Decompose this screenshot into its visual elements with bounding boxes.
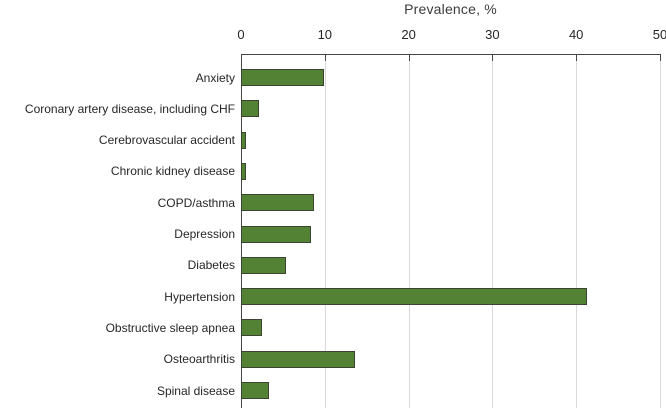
x-axis-tick-label: 10 — [317, 27, 333, 42]
x-axis-tick — [660, 55, 661, 61]
category-label: Osteoarthritis — [163, 352, 235, 367]
x-axis-tick-label: 40 — [568, 27, 584, 42]
gridline — [492, 55, 494, 408]
bar-copd-asthma — [241, 194, 314, 212]
x-axis-tick — [576, 55, 578, 61]
category-label: Cerebrovascular accident — [98, 133, 235, 148]
bar-depression — [241, 225, 312, 243]
bar-coronary-artery-disease-including-chf — [241, 100, 260, 118]
category-label: COPD/asthma — [157, 195, 235, 210]
category-label: Obstructive sleep apnea — [105, 320, 235, 335]
bar-cerebrovascular-accident — [241, 131, 247, 149]
bar-obstructive-sleep-apnea — [241, 319, 262, 337]
x-axis-tick-label: 30 — [485, 27, 500, 42]
x-axis-tick — [408, 55, 410, 61]
category-label: Depression — [174, 227, 235, 241]
x-axis-tick-label: 0 — [237, 27, 245, 42]
gridline — [660, 55, 661, 408]
gridline — [324, 55, 326, 408]
category-label: Coronary artery disease, including CHF — [24, 101, 235, 116]
category-label: Anxiety — [195, 70, 235, 85]
chart-title: Prevalence, % — [404, 1, 497, 17]
x-axis-tick — [324, 55, 326, 61]
category-label: Hypertension — [164, 289, 235, 304]
x-axis-line — [241, 53, 661, 55]
bar-anxiety — [241, 69, 324, 86]
x-axis-tick-label: 50 — [652, 27, 666, 42]
gridline — [408, 55, 410, 408]
category-label: Spinal disease — [156, 383, 235, 398]
bar-osteoarthritis — [241, 350, 355, 368]
gridline — [576, 55, 578, 408]
bar-hypertension — [241, 288, 588, 306]
bar-spinal-disease — [241, 382, 270, 399]
bar-chronic-kidney-disease — [241, 162, 247, 180]
bar-diabetes — [241, 256, 287, 274]
category-label: Diabetes — [187, 258, 235, 273]
x-axis-tick — [241, 55, 242, 61]
x-axis-tick-label: 20 — [401, 27, 416, 42]
category-label: Chronic kidney disease — [110, 164, 235, 179]
x-axis-tick — [492, 55, 494, 61]
